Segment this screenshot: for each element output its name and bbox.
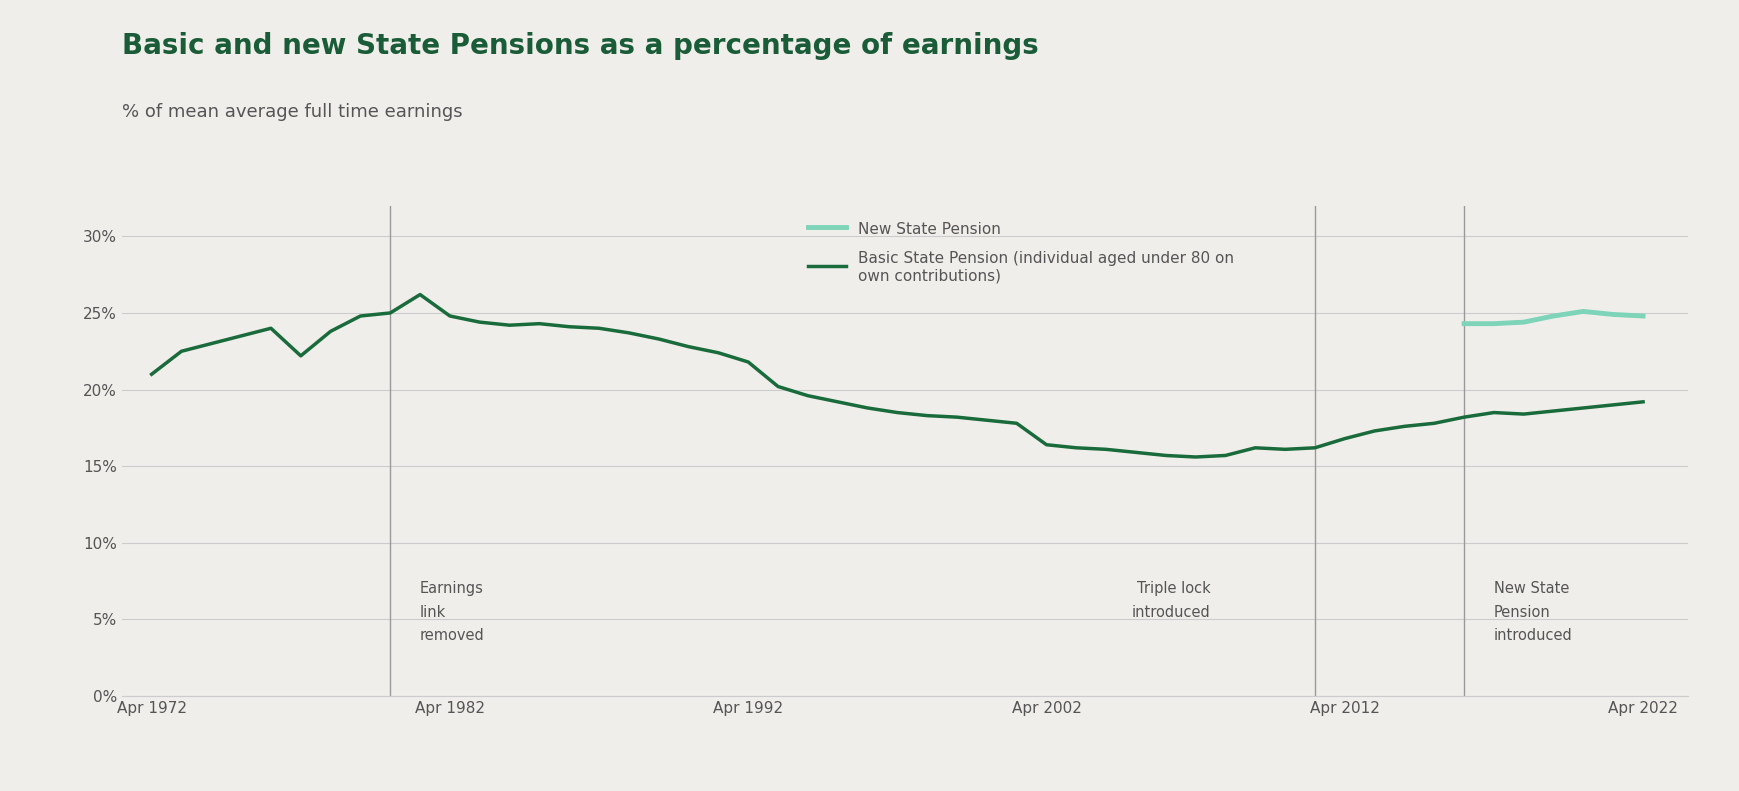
Text: % of mean average full time earnings: % of mean average full time earnings xyxy=(122,103,463,121)
Text: New State
Pension
introduced: New State Pension introduced xyxy=(1494,581,1572,643)
Text: Basic and new State Pensions as a percentage of earnings: Basic and new State Pensions as a percen… xyxy=(122,32,1038,59)
Text: Earnings
link
removed: Earnings link removed xyxy=(419,581,485,643)
Legend: New State Pension, Basic State Pension (individual aged under 80 on
own contribu: New State Pension, Basic State Pension (… xyxy=(800,214,1242,291)
Text: Triple lock
introduced: Triple lock introduced xyxy=(1130,581,1210,619)
